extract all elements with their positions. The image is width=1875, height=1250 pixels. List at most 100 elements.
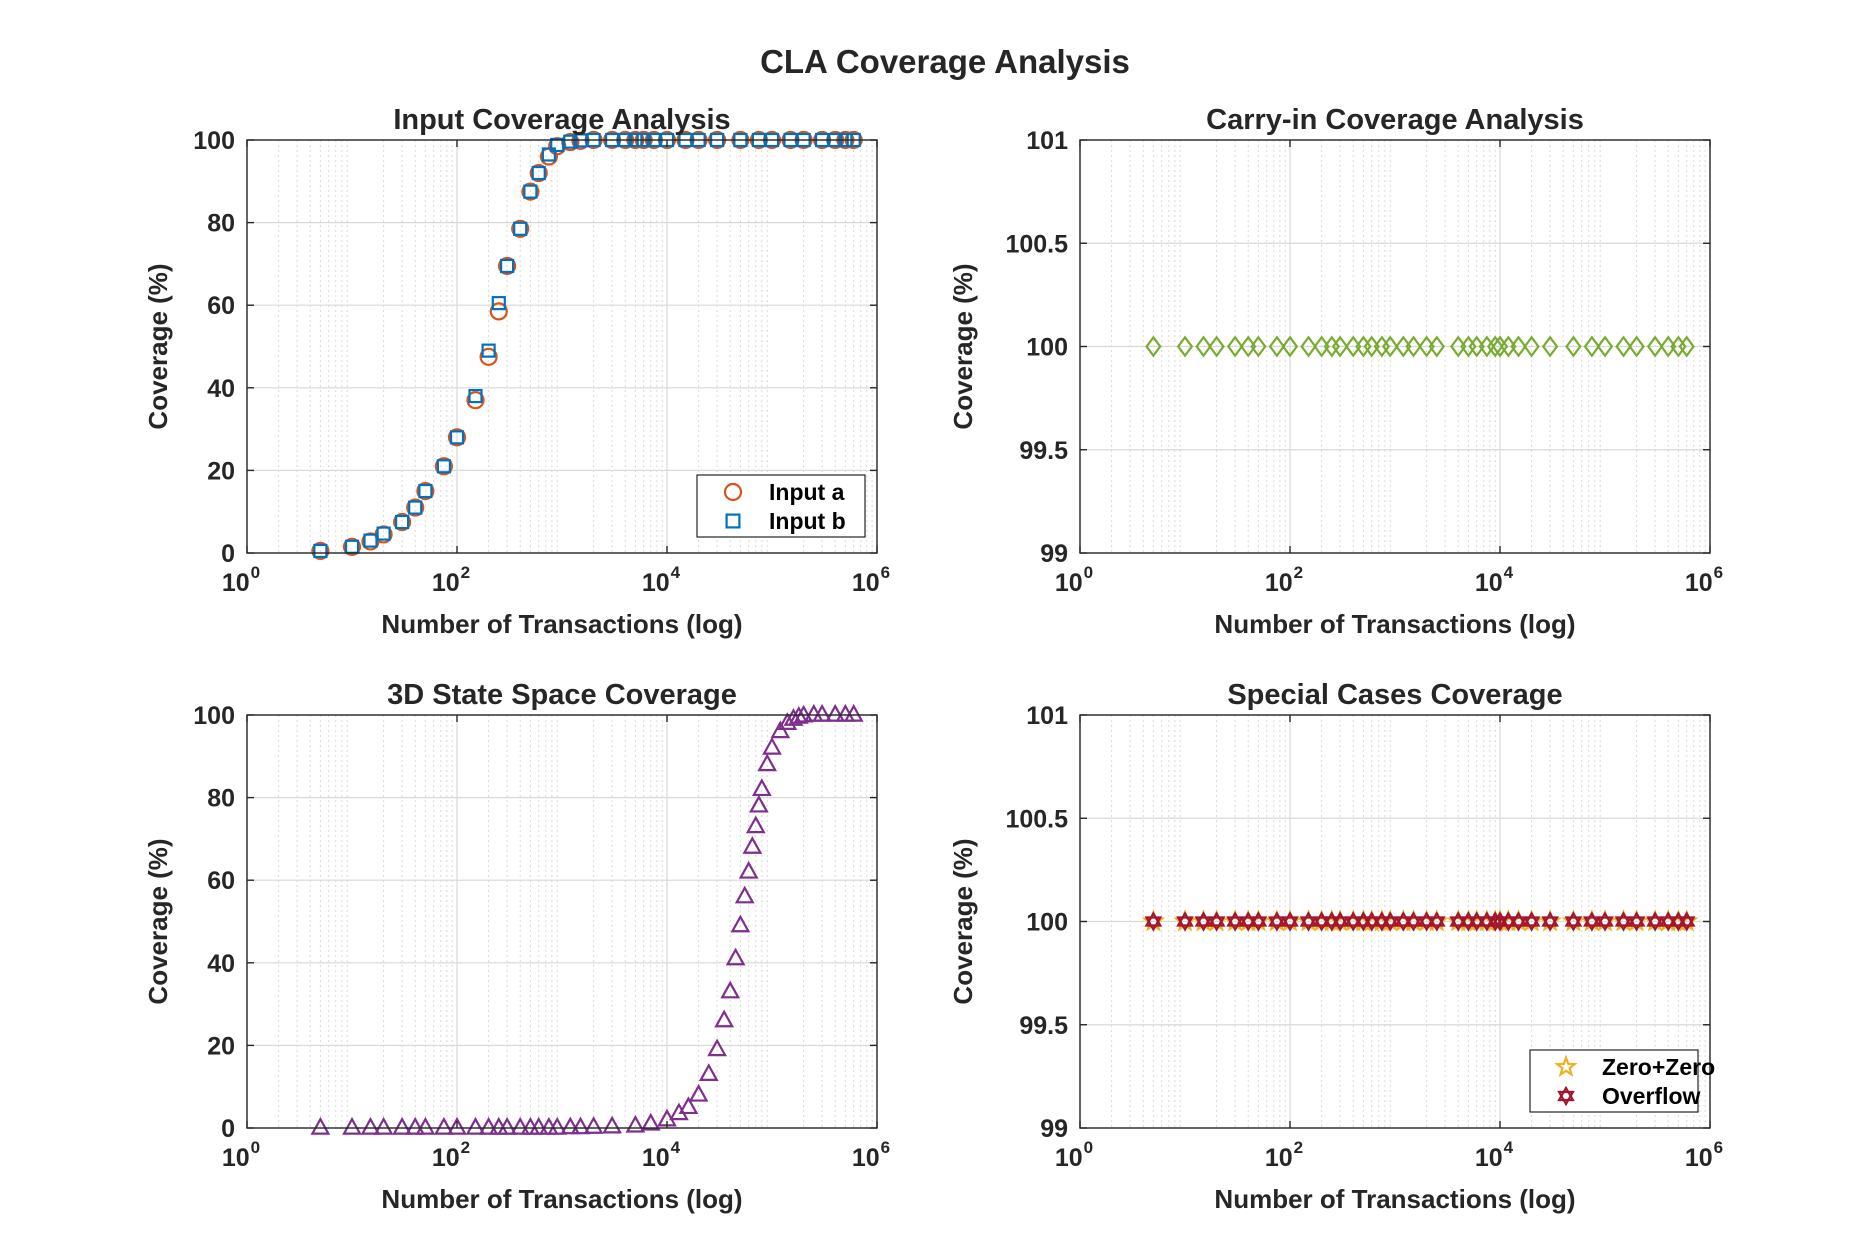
data-point [1583,911,1601,932]
data-point [478,1116,499,1135]
chart-title: Input Coverage Analysis [393,104,730,136]
data-point [560,1116,581,1135]
data-point [1428,335,1445,358]
data-point [843,703,864,722]
y-tick-label: 20 [207,457,235,485]
x-tick-label: 106 [852,1138,890,1172]
data-point [725,947,746,966]
legend-entry: Zero+Zero [1602,1054,1715,1080]
data-point [602,1115,622,1134]
data-point [762,736,782,755]
data-point [1331,335,1349,358]
data-point [511,219,530,238]
data-point [1144,911,1163,932]
data-point [510,1116,531,1135]
data-point [757,753,778,772]
legend-box [696,474,866,538]
data-point [434,1116,454,1135]
y-tick-label: 60 [207,292,235,320]
x-axis-label: Number of Transactions (log) [381,1184,742,1214]
legend: Zero+Zero Overflow [1529,1049,1715,1113]
data-point [1510,335,1527,358]
x-tick-label: 106 [852,563,890,597]
data-point [1596,911,1614,932]
chart-special-cases-coverage: 100 102 104 106 99 99.5 100 100.5 101 Special Cas… [948,679,1723,1214]
data-point [447,428,467,447]
x-tick-label: 104 [642,1138,681,1172]
x-tick-label: 100 [1055,563,1093,597]
series-overflow [1144,911,1696,932]
data-point [360,1116,381,1135]
data-point [376,526,391,541]
data-point [1281,335,1299,358]
data-point [570,1116,591,1135]
data-point [745,815,766,834]
data-point [434,457,453,476]
data-point [1226,335,1244,358]
data-point [734,885,755,904]
legend-marker [723,482,743,502]
data-point [1249,911,1268,932]
data-point [406,498,425,517]
data-point [363,533,378,548]
y-tick-label: 100 [193,702,235,730]
data-point [812,703,832,722]
y-tick-label: 101 [1026,127,1068,155]
data-point [497,256,517,276]
legend-marker [1557,1085,1575,1107]
data-point [1541,911,1559,932]
data-point [541,147,556,162]
data-point [499,258,515,274]
y-tick-label: 0 [221,1115,235,1143]
y-tick-label: 101 [1026,702,1068,730]
data-point [1194,911,1213,932]
x-tick-label: 102 [432,1138,470,1172]
data-point [1299,911,1318,932]
y-axis-label: Coverage (%) [948,263,978,429]
data-point [1541,335,1559,358]
y-tick-label: 99 [1040,540,1068,568]
data-point [714,1009,734,1028]
data-point [1677,911,1696,932]
data-point [1509,911,1528,932]
x-tick-label: 100 [222,563,260,597]
x-tick-label: 104 [1475,563,1514,597]
series-triangle [310,703,864,1135]
data-point [1523,335,1540,358]
data-point [1300,335,1317,358]
data-point [1678,335,1695,358]
data-point [1382,335,1399,358]
series-diamond [1145,335,1695,358]
data-point [491,296,506,311]
data-point [1250,335,1267,358]
data-point [1331,911,1349,932]
legend-marker [1554,1054,1578,1078]
data-point [449,430,465,445]
data-point [678,1096,699,1115]
y-tick-label: 100 [193,127,235,155]
y-tick-label: 80 [207,785,235,813]
data-point [1614,911,1633,932]
data-point [497,1116,517,1135]
chart-title: 3D State Space Coverage [387,679,737,711]
y-tick-label: 100.5 [1005,230,1068,258]
data-point [418,483,433,499]
data-point [405,1116,426,1135]
data-point [1226,911,1244,932]
axes-box [246,714,878,1129]
legend: Input a Input b [696,474,866,538]
data-point [707,1038,727,1057]
y-tick-label: 40 [207,950,235,978]
y-tick-label: 100.5 [1005,805,1068,833]
data-point [1195,335,1212,358]
data-point [481,343,496,358]
x-tick-label: 100 [1055,1138,1093,1172]
data-point [547,1116,568,1135]
data-point [310,1116,331,1135]
data-point [1564,911,1583,932]
data-point [1596,335,1614,358]
figure-title: CLA Coverage Analysis [760,43,1130,80]
chart-title: Special Cases Coverage [1227,679,1562,711]
x-tick-label: 104 [1475,1138,1514,1172]
data-point [751,778,772,797]
